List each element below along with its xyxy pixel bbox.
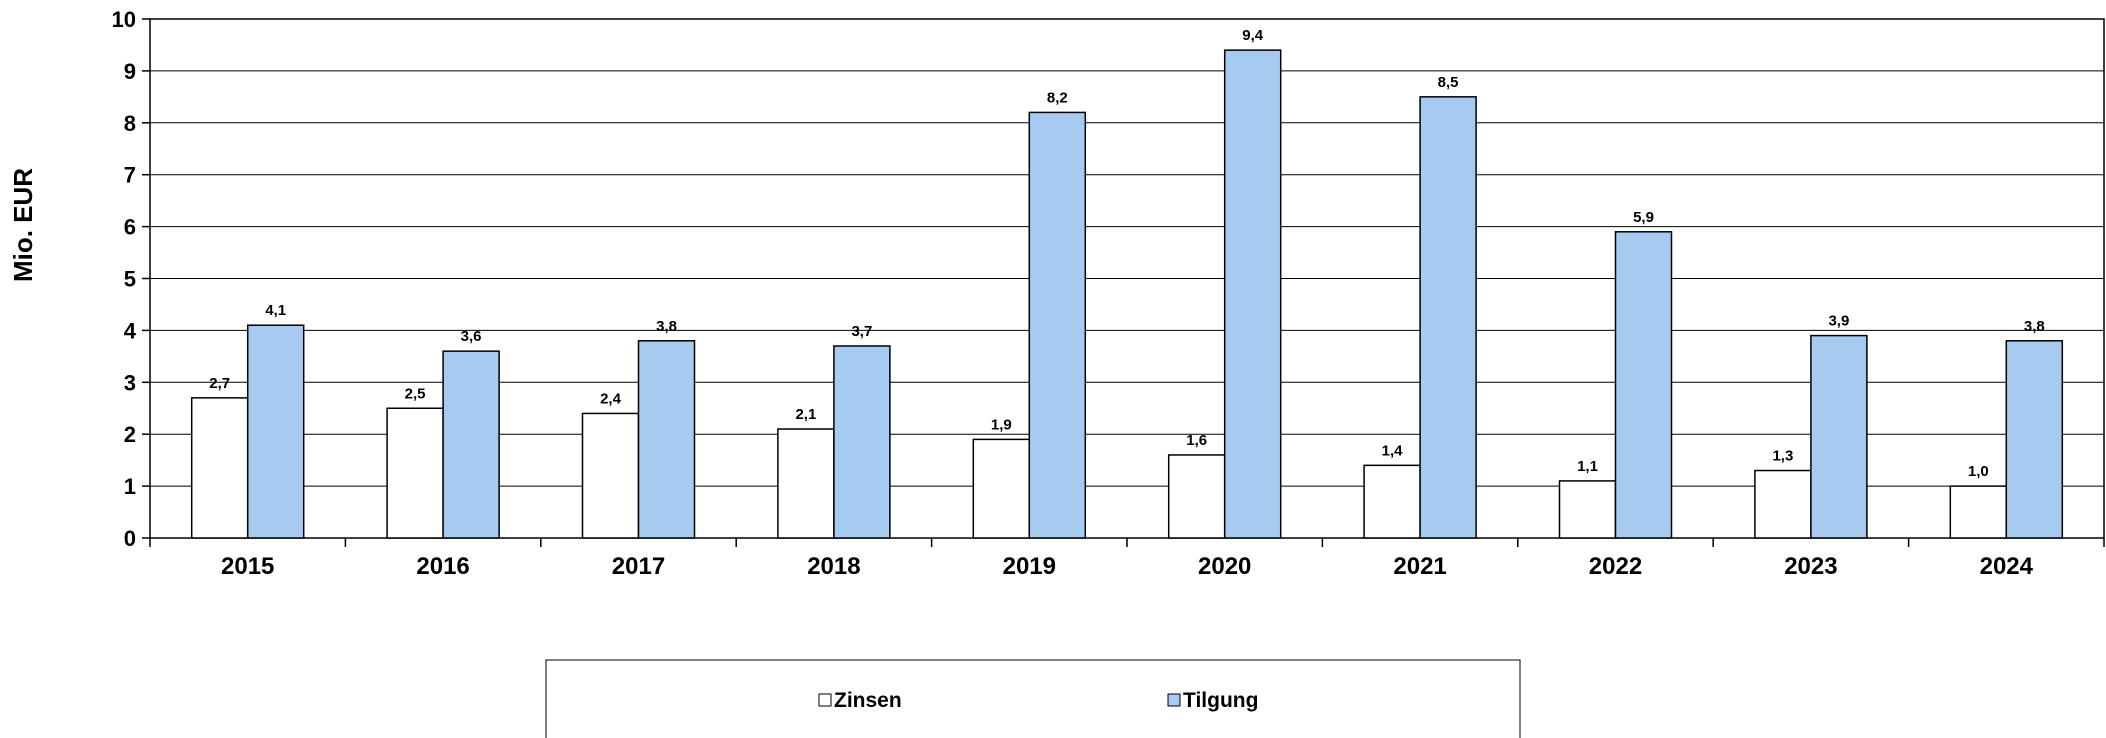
x-tick-label: 2022	[1589, 553, 1642, 580]
x-tick-label: 2021	[1393, 553, 1446, 580]
y-axis-label: Mio. EUR	[8, 168, 38, 282]
bar-tilgung	[2005, 340, 2064, 539]
data-label-zinsen: 1,1	[1577, 458, 1598, 475]
y-tick-label: 3	[124, 370, 136, 395]
bar-tilgung	[1419, 96, 1477, 539]
bar-tilgung	[246, 324, 305, 539]
data-label-tilgung: 3,7	[851, 323, 872, 340]
y-tick-label: 5	[124, 267, 136, 292]
data-label-tilgung: 3,9	[1828, 313, 1849, 330]
y-tick-label: 8	[124, 111, 136, 136]
x-tick-label: 2015	[221, 553, 274, 580]
x-tick-label: 2016	[416, 553, 469, 580]
legend-label-zinsen: Zinsen	[834, 689, 902, 712]
data-label-zinsen: 1,3	[1772, 448, 1793, 465]
bar-tilgung	[1810, 334, 1868, 539]
y-tick-label: 1	[124, 474, 136, 499]
bar-tilgung	[442, 350, 500, 539]
legend-label-tilgung: Tilgung	[1183, 689, 1258, 712]
data-label-tilgung: 5,9	[1633, 209, 1654, 226]
y-tick-label: 4	[124, 318, 137, 343]
bar-zinsen	[581, 412, 640, 539]
data-label-zinsen: 2,5	[405, 385, 426, 402]
legend-swatch-zinsen	[818, 693, 832, 707]
data-label-tilgung: 4,1	[265, 302, 286, 319]
bar-zinsen	[190, 397, 249, 539]
data-labels: 2,7 2,5 2,4 2,1 1,9 1,6 1,4 1,1 1,3 1,0 4,1 3,6 3,8 3…	[209, 27, 2044, 480]
bar-zinsen	[1167, 454, 1226, 539]
x-tick-label: 2019	[1003, 553, 1056, 580]
data-label-zinsen: 2,4	[600, 390, 622, 407]
data-label-tilgung: 9,4	[1242, 27, 1264, 44]
data-label-zinsen: 2,7	[209, 375, 230, 392]
y-tick-label: 10	[112, 7, 136, 32]
x-tick-label: 2017	[612, 553, 665, 580]
legend-swatch-tilgung	[1167, 693, 1181, 707]
data-label-tilgung: 3,8	[656, 318, 677, 335]
legend-box	[545, 659, 1521, 738]
x-tick-label: 2018	[807, 553, 860, 580]
data-label-zinsen: 1,0	[1968, 463, 1989, 480]
y-tick-label: 6	[124, 215, 136, 240]
y-tick-label: 9	[124, 59, 136, 84]
bar-zinsen	[777, 428, 835, 539]
data-label-tilgung: 3,8	[2024, 318, 2045, 335]
bar-tilgung	[1614, 231, 1673, 539]
x-tick-label: 2020	[1198, 553, 1251, 580]
bar-tilgung	[1223, 49, 1282, 539]
bar-tilgung	[637, 340, 696, 539]
bar-zinsen	[386, 407, 444, 539]
bar-zinsen	[1558, 480, 1617, 539]
data-label-tilgung: 8,5	[1438, 74, 1459, 91]
bar-zinsen	[972, 438, 1031, 539]
x-tick-label: 2024	[1980, 553, 2034, 580]
bar-zinsen	[1363, 464, 1421, 539]
data-label-tilgung: 8,2	[1047, 89, 1068, 106]
data-label-zinsen: 1,4	[1382, 442, 1404, 459]
bar-zinsen	[1949, 485, 2008, 539]
legend: Zinsen Tilgung	[545, 659, 1521, 738]
y-tick-label: 7	[124, 163, 136, 188]
y-tick-label: 2	[124, 422, 136, 447]
data-label-zinsen: 1,9	[991, 416, 1012, 433]
y-tick-label: 0	[124, 526, 136, 551]
data-label-zinsen: 1,6	[1186, 432, 1207, 449]
bar-tilgung	[833, 345, 891, 539]
axes: 0 1 2 3 4 5 6 7 8 9 10 2015 2016 2017 2018 2019 2020 2021…	[112, 7, 2105, 580]
data-label-tilgung: 3,6	[461, 328, 482, 345]
data-label-zinsen: 2,1	[795, 406, 816, 423]
bar-zinsen	[1754, 469, 1812, 539]
bars	[190, 49, 2064, 539]
x-tick-label: 2023	[1784, 553, 1837, 580]
bar-tilgung	[1028, 111, 1087, 539]
